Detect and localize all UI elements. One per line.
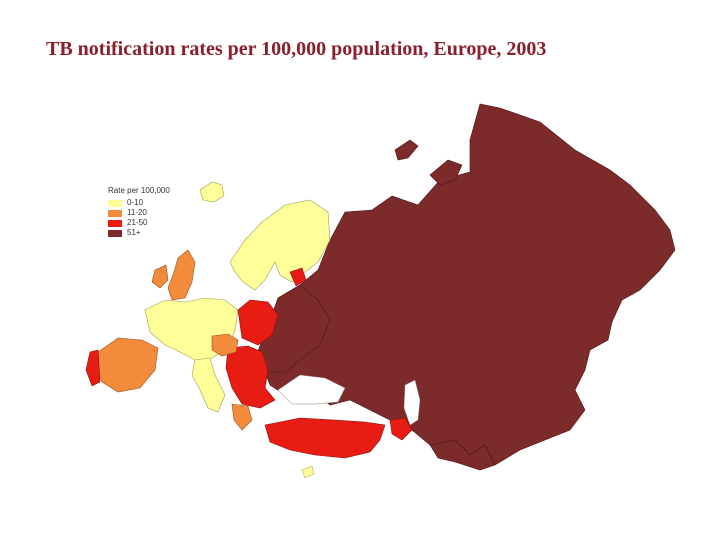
region-central-asia[interactable]: [429, 439, 496, 471]
legend-title: Rate per 100,000: [108, 186, 170, 195]
region-baltic[interactable]: [289, 267, 307, 287]
region-turkey[interactable]: [264, 417, 386, 459]
legend-item: 11-20: [108, 208, 170, 218]
legend-label: 21-50: [127, 218, 148, 227]
region-iceland[interactable]: [199, 181, 225, 203]
legend-label: 51+: [127, 228, 141, 237]
region-novaya-zemlya[interactable]: [394, 139, 419, 161]
region-cyprus[interactable]: [301, 465, 315, 479]
region-spain[interactable]: [95, 337, 159, 393]
region-russia-cis[interactable]: [264, 103, 676, 466]
legend-swatch-51-plus: [108, 229, 122, 237]
region-caucasus[interactable]: [389, 417, 413, 441]
region-scandinavia[interactable]: [229, 199, 331, 291]
legend-item: 51+: [108, 228, 170, 238]
map-title: TB notification rates per 100,000 popula…: [46, 38, 547, 60]
region-uk[interactable]: [167, 249, 196, 301]
legend-swatch-0-10: [108, 199, 122, 207]
region-italy[interactable]: [191, 357, 226, 413]
legend-swatch-21-50: [108, 219, 122, 227]
region-ireland[interactable]: [151, 264, 169, 289]
region-arctic-islands[interactable]: [429, 159, 463, 186]
legend-label: 11-20: [127, 208, 147, 217]
caspian-sea: [403, 379, 421, 426]
region-central-europe-red[interactable]: [237, 299, 279, 346]
region-central-orange[interactable]: [211, 333, 239, 357]
region-portugal[interactable]: [85, 349, 101, 387]
legend-item: 21-50: [108, 218, 170, 228]
legend-label: 0-10: [127, 198, 144, 207]
region-balkans[interactable]: [225, 345, 276, 409]
black-sea: [277, 374, 346, 405]
legend-item: 0-10: [108, 198, 170, 208]
region-greece[interactable]: [231, 403, 253, 431]
legend-swatch-11-20: [108, 209, 122, 217]
map-legend: Rate per 100,000 0-10 11-20 21-50 51+: [108, 186, 170, 238]
